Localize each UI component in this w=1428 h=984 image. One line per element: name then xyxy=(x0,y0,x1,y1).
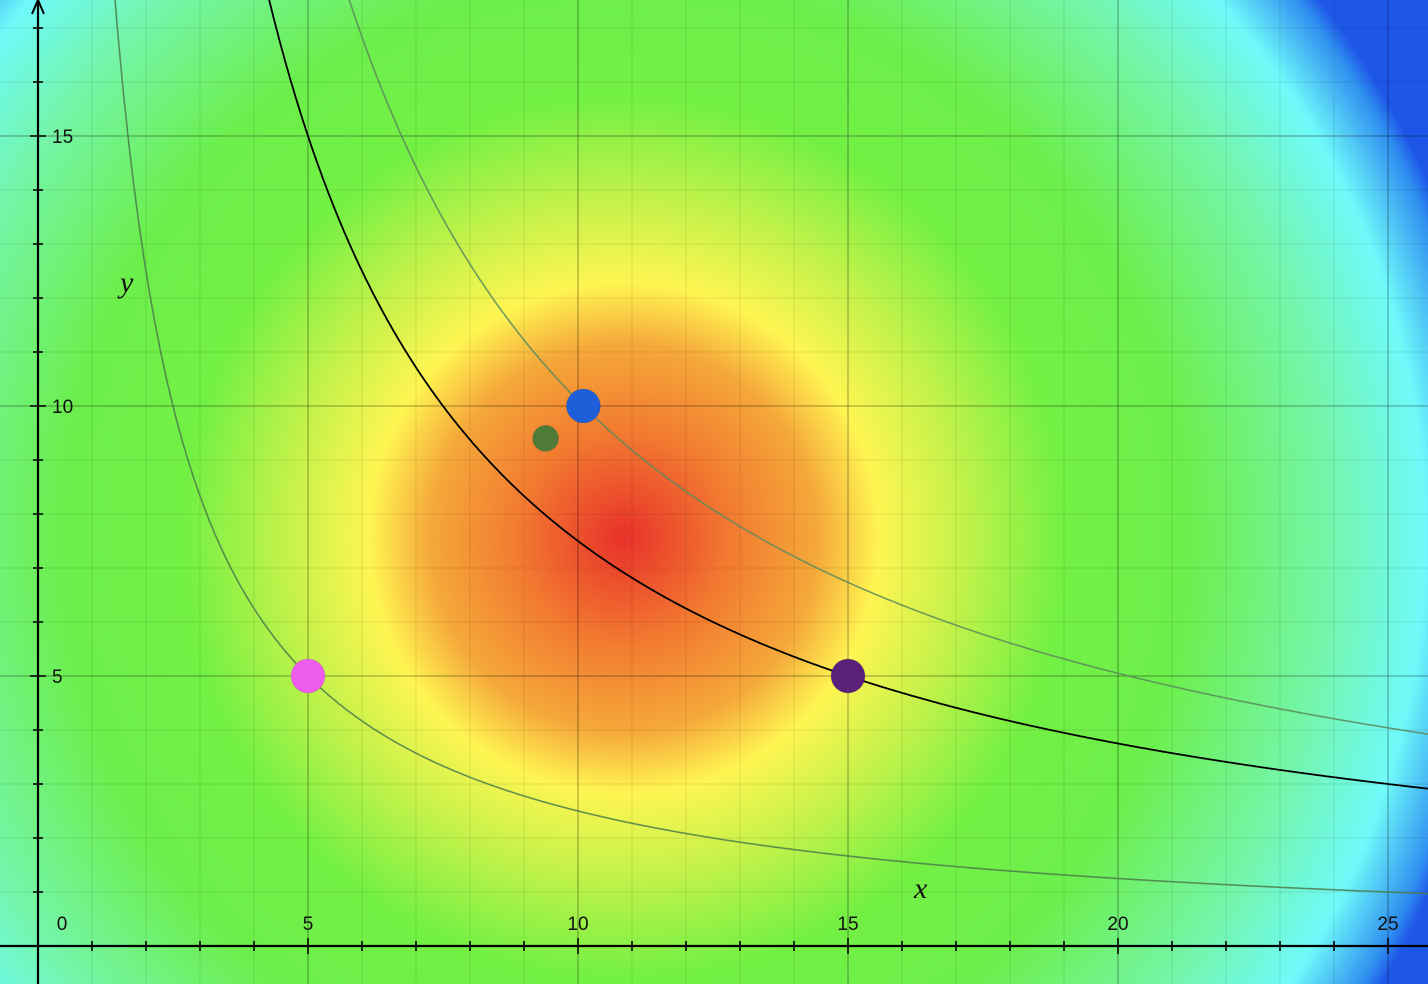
x-tick-label: 20 xyxy=(1107,914,1128,935)
data-point xyxy=(290,658,326,694)
y-axis-label: y xyxy=(117,266,134,299)
data-point xyxy=(532,424,560,452)
x-tick-label: 0 xyxy=(57,914,68,935)
x-tick-label: 5 xyxy=(303,914,314,935)
data-point xyxy=(830,658,866,694)
curve-xy-101 xyxy=(348,0,1428,735)
tick-labels: 0 5 10 15 20 25 5 10 15 xyxy=(52,127,1399,935)
x-tick-label: 25 xyxy=(1377,914,1398,935)
y-axis-arrow xyxy=(31,0,45,15)
curve-xy-25 xyxy=(114,0,1428,895)
x-tick-label: 10 xyxy=(567,914,588,935)
x-axis-label: x xyxy=(913,872,928,905)
y-tick-label: 15 xyxy=(52,127,73,148)
x-tick-label: 15 xyxy=(837,914,858,935)
points xyxy=(290,388,866,694)
y-tick-label: 5 xyxy=(52,667,63,688)
data-point xyxy=(565,388,601,424)
y-tick-label: 10 xyxy=(52,397,73,418)
